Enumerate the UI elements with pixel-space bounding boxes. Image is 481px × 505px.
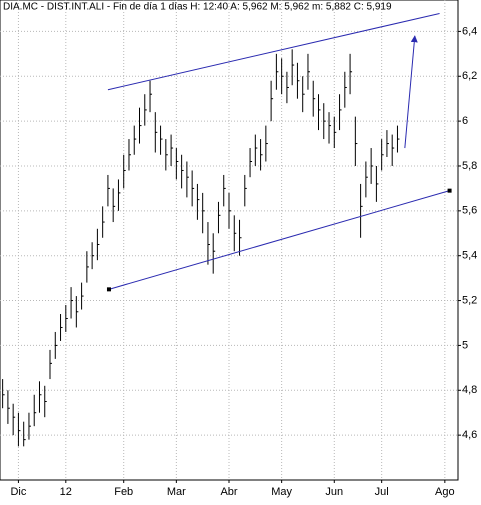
x-tick-label: May [271,486,292,498]
y-tick-label: 5,6 [462,205,477,217]
y-tick-label: 5,2 [462,294,477,306]
y-tick-label: 6,4 [462,25,477,37]
x-tick-label: Mar [167,486,186,498]
x-tick-label: Jun [325,486,343,498]
trend-line [404,35,418,149]
y-tick-label: 4,8 [462,384,477,396]
y-tick-label: 5,4 [462,250,477,262]
trend-line [107,12,440,91]
y-tick-label: 6 [462,115,468,127]
y-tick-label: 4,6 [462,429,477,441]
x-tick-label: Ago [435,486,455,498]
chart-title: DIA.MC - DIST.INT.ALI - Fin de día 1 día… [3,2,392,13]
x-tick-label: Abr [220,486,237,498]
y-tick-label: 5 [462,339,468,351]
x-tick-label: 12 [60,486,72,498]
y-tick-label: 6,2 [462,70,477,82]
x-tick-label: Dic [10,486,26,498]
trend-marker [106,287,111,292]
trend-line [108,190,450,290]
y-tick-label: 5,8 [462,160,477,172]
x-tick-label: Jul [375,486,389,498]
x-tick-label: Feb [114,486,133,498]
trend-marker [447,188,452,193]
